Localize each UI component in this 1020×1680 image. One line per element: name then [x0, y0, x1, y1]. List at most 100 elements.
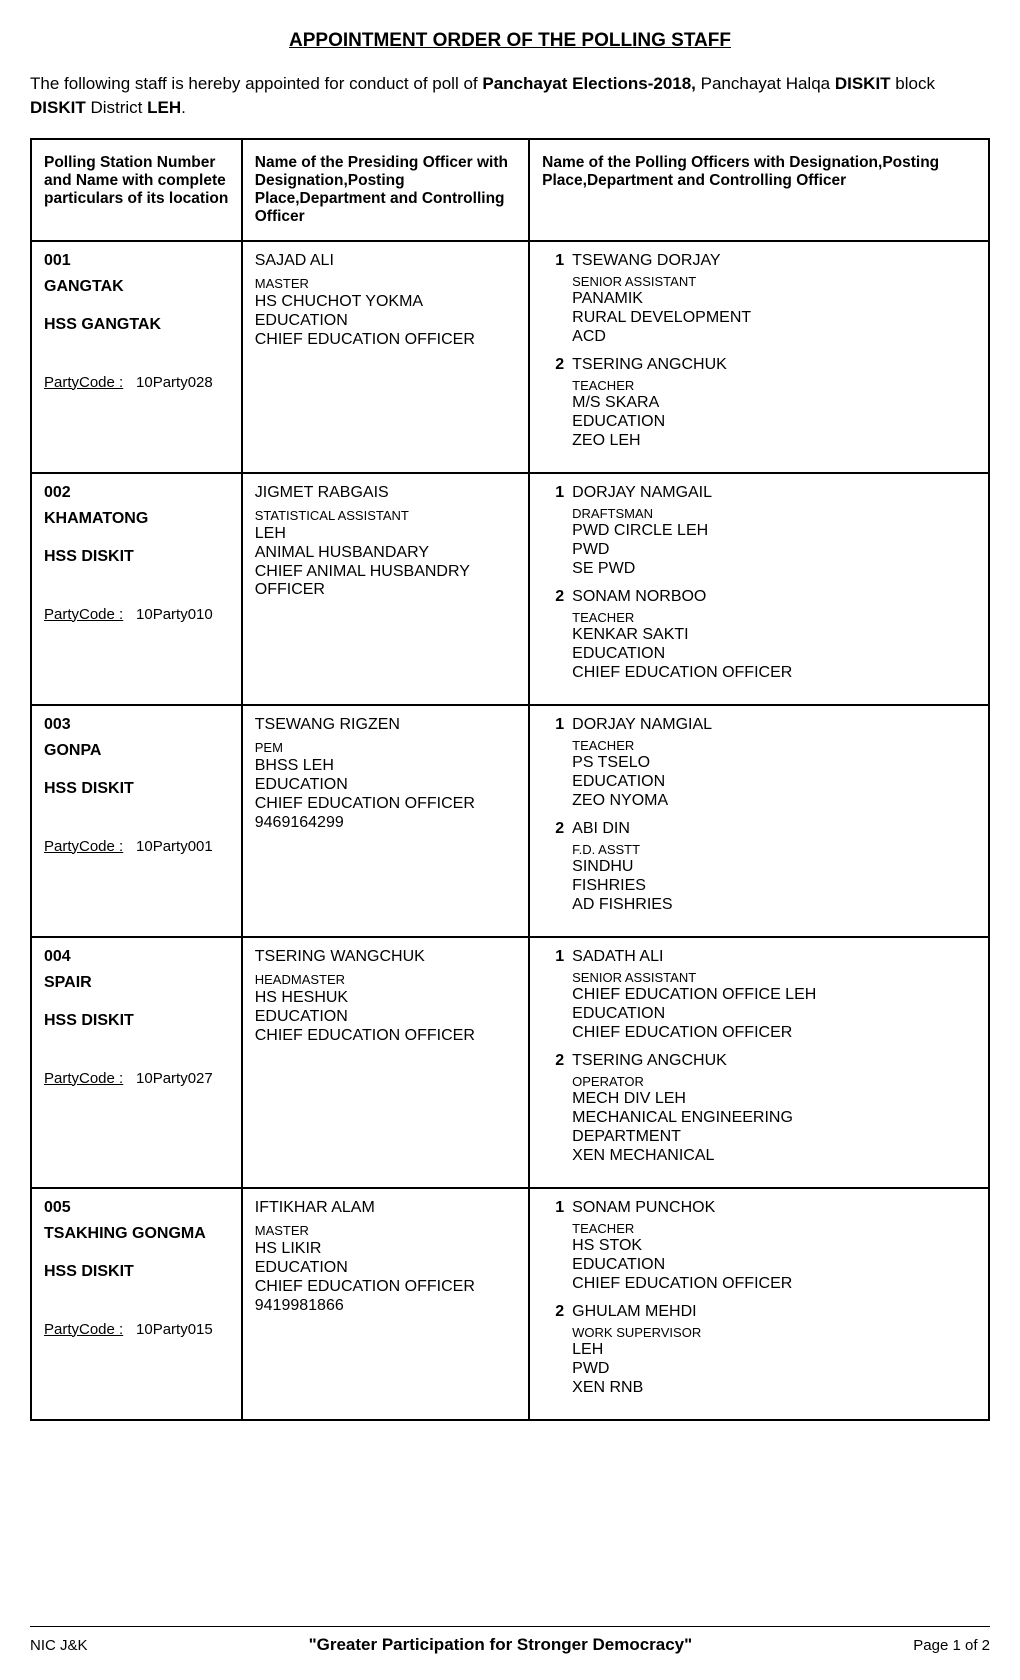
station-cell: 001GANGTAKHSS GANGTAKPartyCode : 10Party…: [31, 241, 242, 473]
station-cell: 002KHAMATONGHSS DISKITPartyCode : 10Part…: [31, 473, 242, 705]
header-col3: Name of the Polling Officers with Design…: [529, 139, 989, 241]
presiding-officer-detail: HS CHUCHOT YOKMA: [255, 293, 516, 311]
polling-officer-detail: HS STOK: [572, 1237, 976, 1255]
polling-officer-block: 2SONAM NORBOOTEACHERKENKAR SAKTIEDUCATIO…: [542, 588, 976, 682]
polling-officer-detail: LEH: [572, 1341, 976, 1359]
presiding-officer-name: JIGMET RABGAIS: [255, 484, 516, 502]
presiding-cell: TSEWANG RIGZENPEMBHSS LEHEDUCATIONCHIEF …: [242, 705, 529, 937]
polling-officer-detail: EDUCATION: [572, 773, 976, 791]
presiding-officer-detail: LEH: [255, 525, 516, 543]
polling-officer-detail: DEPARTMENT: [572, 1128, 976, 1146]
polling-officer-name: TSEWANG DORJAY: [572, 252, 720, 270]
station-cell: 005TSAKHING GONGMAHSS DISKITPartyCode : …: [31, 1188, 242, 1420]
party-code-label: PartyCode :: [44, 838, 123, 855]
station-number: 003: [44, 716, 229, 734]
halqa-name: DISKIT: [835, 74, 891, 93]
block-label: block: [891, 74, 935, 93]
party-code-line: PartyCode : 10Party028: [44, 374, 229, 392]
station-number: 005: [44, 1199, 229, 1217]
polling-officer-detail: ZEO LEH: [572, 432, 976, 450]
polling-officer-designation: SENIOR ASSISTANT: [572, 970, 976, 985]
polling-officer-detail: SE PWD: [572, 560, 976, 578]
station-school: HSS DISKIT: [44, 780, 229, 798]
officers-cell: 1TSEWANG DORJAYSENIOR ASSISTANTPANAMIKRU…: [529, 241, 989, 473]
polling-officer-detail: AD FISHRIES: [572, 896, 976, 914]
polling-officer-number: 2: [542, 356, 564, 374]
polling-officer-name: DORJAY NAMGAIL: [572, 484, 712, 502]
presiding-officer-detail: BHSS LEH: [255, 757, 516, 775]
polling-officer-name: SONAM PUNCHOK: [572, 1199, 715, 1217]
polling-officer-number: 2: [542, 1052, 564, 1070]
polling-officer-detail: CHIEF EDUCATION OFFICER: [572, 1024, 976, 1042]
party-code-value: 10Party027: [128, 1070, 213, 1087]
party-code-value: 10Party028: [128, 374, 213, 391]
presiding-cell: TSERING WANGCHUKHEADMASTERHS HESHUKEDUCA…: [242, 937, 529, 1188]
polling-officer-name: SONAM NORBOO: [572, 588, 706, 606]
table-row: 005TSAKHING GONGMAHSS DISKITPartyCode : …: [31, 1188, 989, 1420]
polling-officer-designation: SENIOR ASSISTANT: [572, 274, 976, 289]
block-name: DISKIT: [30, 98, 86, 117]
polling-officer-detail: MECHANICAL ENGINEERING: [572, 1109, 976, 1127]
polling-officer-detail: CHIEF EDUCATION OFFICE LEH: [572, 986, 976, 1004]
presiding-officer-detail: CHIEF EDUCATION OFFICER: [255, 1278, 516, 1296]
station-number: 004: [44, 948, 229, 966]
header-col2: Name of the Presiding Officer with Desig…: [242, 139, 529, 241]
polling-officer-designation: TEACHER: [572, 738, 976, 753]
presiding-officer-designation: MASTER: [255, 1223, 516, 1238]
station-school: HSS DISKIT: [44, 1012, 229, 1030]
polling-officer-block: 2TSERING ANGCHUKOPERATORMECH DIV LEHMECH…: [542, 1052, 976, 1165]
polling-officer-number: 1: [542, 252, 564, 270]
party-code-value: 10Party001: [128, 838, 213, 855]
polling-officer-detail: PANAMIK: [572, 290, 976, 308]
officers-cell: 1SONAM PUNCHOKTEACHERHS STOKEDUCATIONCHI…: [529, 1188, 989, 1420]
intro-post1: Panchayat Halqa: [696, 74, 835, 93]
presiding-officer-detail: EDUCATION: [255, 776, 516, 794]
station-name: SPAIR: [44, 974, 229, 992]
presiding-officer-detail: CHIEF EDUCATION OFFICER: [255, 1027, 516, 1045]
polling-officer-block: 1TSEWANG DORJAYSENIOR ASSISTANTPANAMIKRU…: [542, 252, 976, 346]
polling-officer-detail: EDUCATION: [572, 1005, 976, 1023]
polling-officer-designation: TEACHER: [572, 378, 976, 393]
table-row: 001GANGTAKHSS GANGTAKPartyCode : 10Party…: [31, 241, 989, 473]
polling-officer-name: SADATH ALI: [572, 948, 663, 966]
party-code-label: PartyCode :: [44, 606, 123, 623]
district-name: LEH: [147, 98, 181, 117]
station-number: 001: [44, 252, 229, 270]
presiding-cell: SAJAD ALIMASTERHS CHUCHOT YOKMAEDUCATION…: [242, 241, 529, 473]
polling-officer-detail: PWD: [572, 1360, 976, 1378]
polling-officer-block: 1DORJAY NAMGIALTEACHERPS TSELOEDUCATIONZ…: [542, 716, 976, 810]
header-col1: Polling Station Number and Name with com…: [31, 139, 242, 241]
document-title: APPOINTMENT ORDER OF THE POLLING STAFF: [30, 30, 990, 52]
polling-officer-name: TSERING ANGCHUK: [572, 356, 727, 374]
station-cell: 003GONPAHSS DISKITPartyCode : 10Party001: [31, 705, 242, 937]
party-code-line: PartyCode : 10Party027: [44, 1070, 229, 1088]
party-code-line: PartyCode : 10Party001: [44, 838, 229, 856]
polling-officer-detail: PWD CIRCLE LEH: [572, 522, 976, 540]
intro-paragraph: The following staff is hereby appointed …: [30, 72, 990, 120]
polling-officer-number: 2: [542, 1303, 564, 1321]
polling-officer-name: DORJAY NAMGIAL: [572, 716, 712, 734]
intro-end: .: [181, 98, 186, 117]
polling-officer-block: 2TSERING ANGCHUKTEACHERM/S SKARAEDUCATIO…: [542, 356, 976, 450]
station-name: GANGTAK: [44, 278, 229, 296]
polling-officer-number: 1: [542, 716, 564, 734]
table-row: 003GONPAHSS DISKITPartyCode : 10Party001…: [31, 705, 989, 937]
party-code-label: PartyCode :: [44, 1321, 123, 1338]
station-name: KHAMATONG: [44, 510, 229, 528]
polling-officer-number: 1: [542, 484, 564, 502]
presiding-officer-designation: MASTER: [255, 276, 516, 291]
table-row: 002KHAMATONGHSS DISKITPartyCode : 10Part…: [31, 473, 989, 705]
presiding-officer-detail: ANIMAL HUSBANDARY: [255, 544, 516, 562]
presiding-officer-detail: HS LIKIR: [255, 1240, 516, 1258]
polling-officer-designation: TEACHER: [572, 610, 976, 625]
polling-staff-table: Polling Station Number and Name with com…: [30, 138, 990, 1421]
polling-officer-detail: EDUCATION: [572, 645, 976, 663]
party-code-line: PartyCode : 10Party015: [44, 1321, 229, 1339]
polling-officer-number: 1: [542, 948, 564, 966]
polling-officer-number: 1: [542, 1199, 564, 1217]
presiding-officer-detail: 9469164299: [255, 814, 516, 832]
polling-officer-detail: SINDHU: [572, 858, 976, 876]
polling-officer-detail: PS TSELO: [572, 754, 976, 772]
intro-pre: The following staff is hereby appointed …: [30, 74, 482, 93]
presiding-officer-name: IFTIKHAR ALAM: [255, 1199, 516, 1217]
